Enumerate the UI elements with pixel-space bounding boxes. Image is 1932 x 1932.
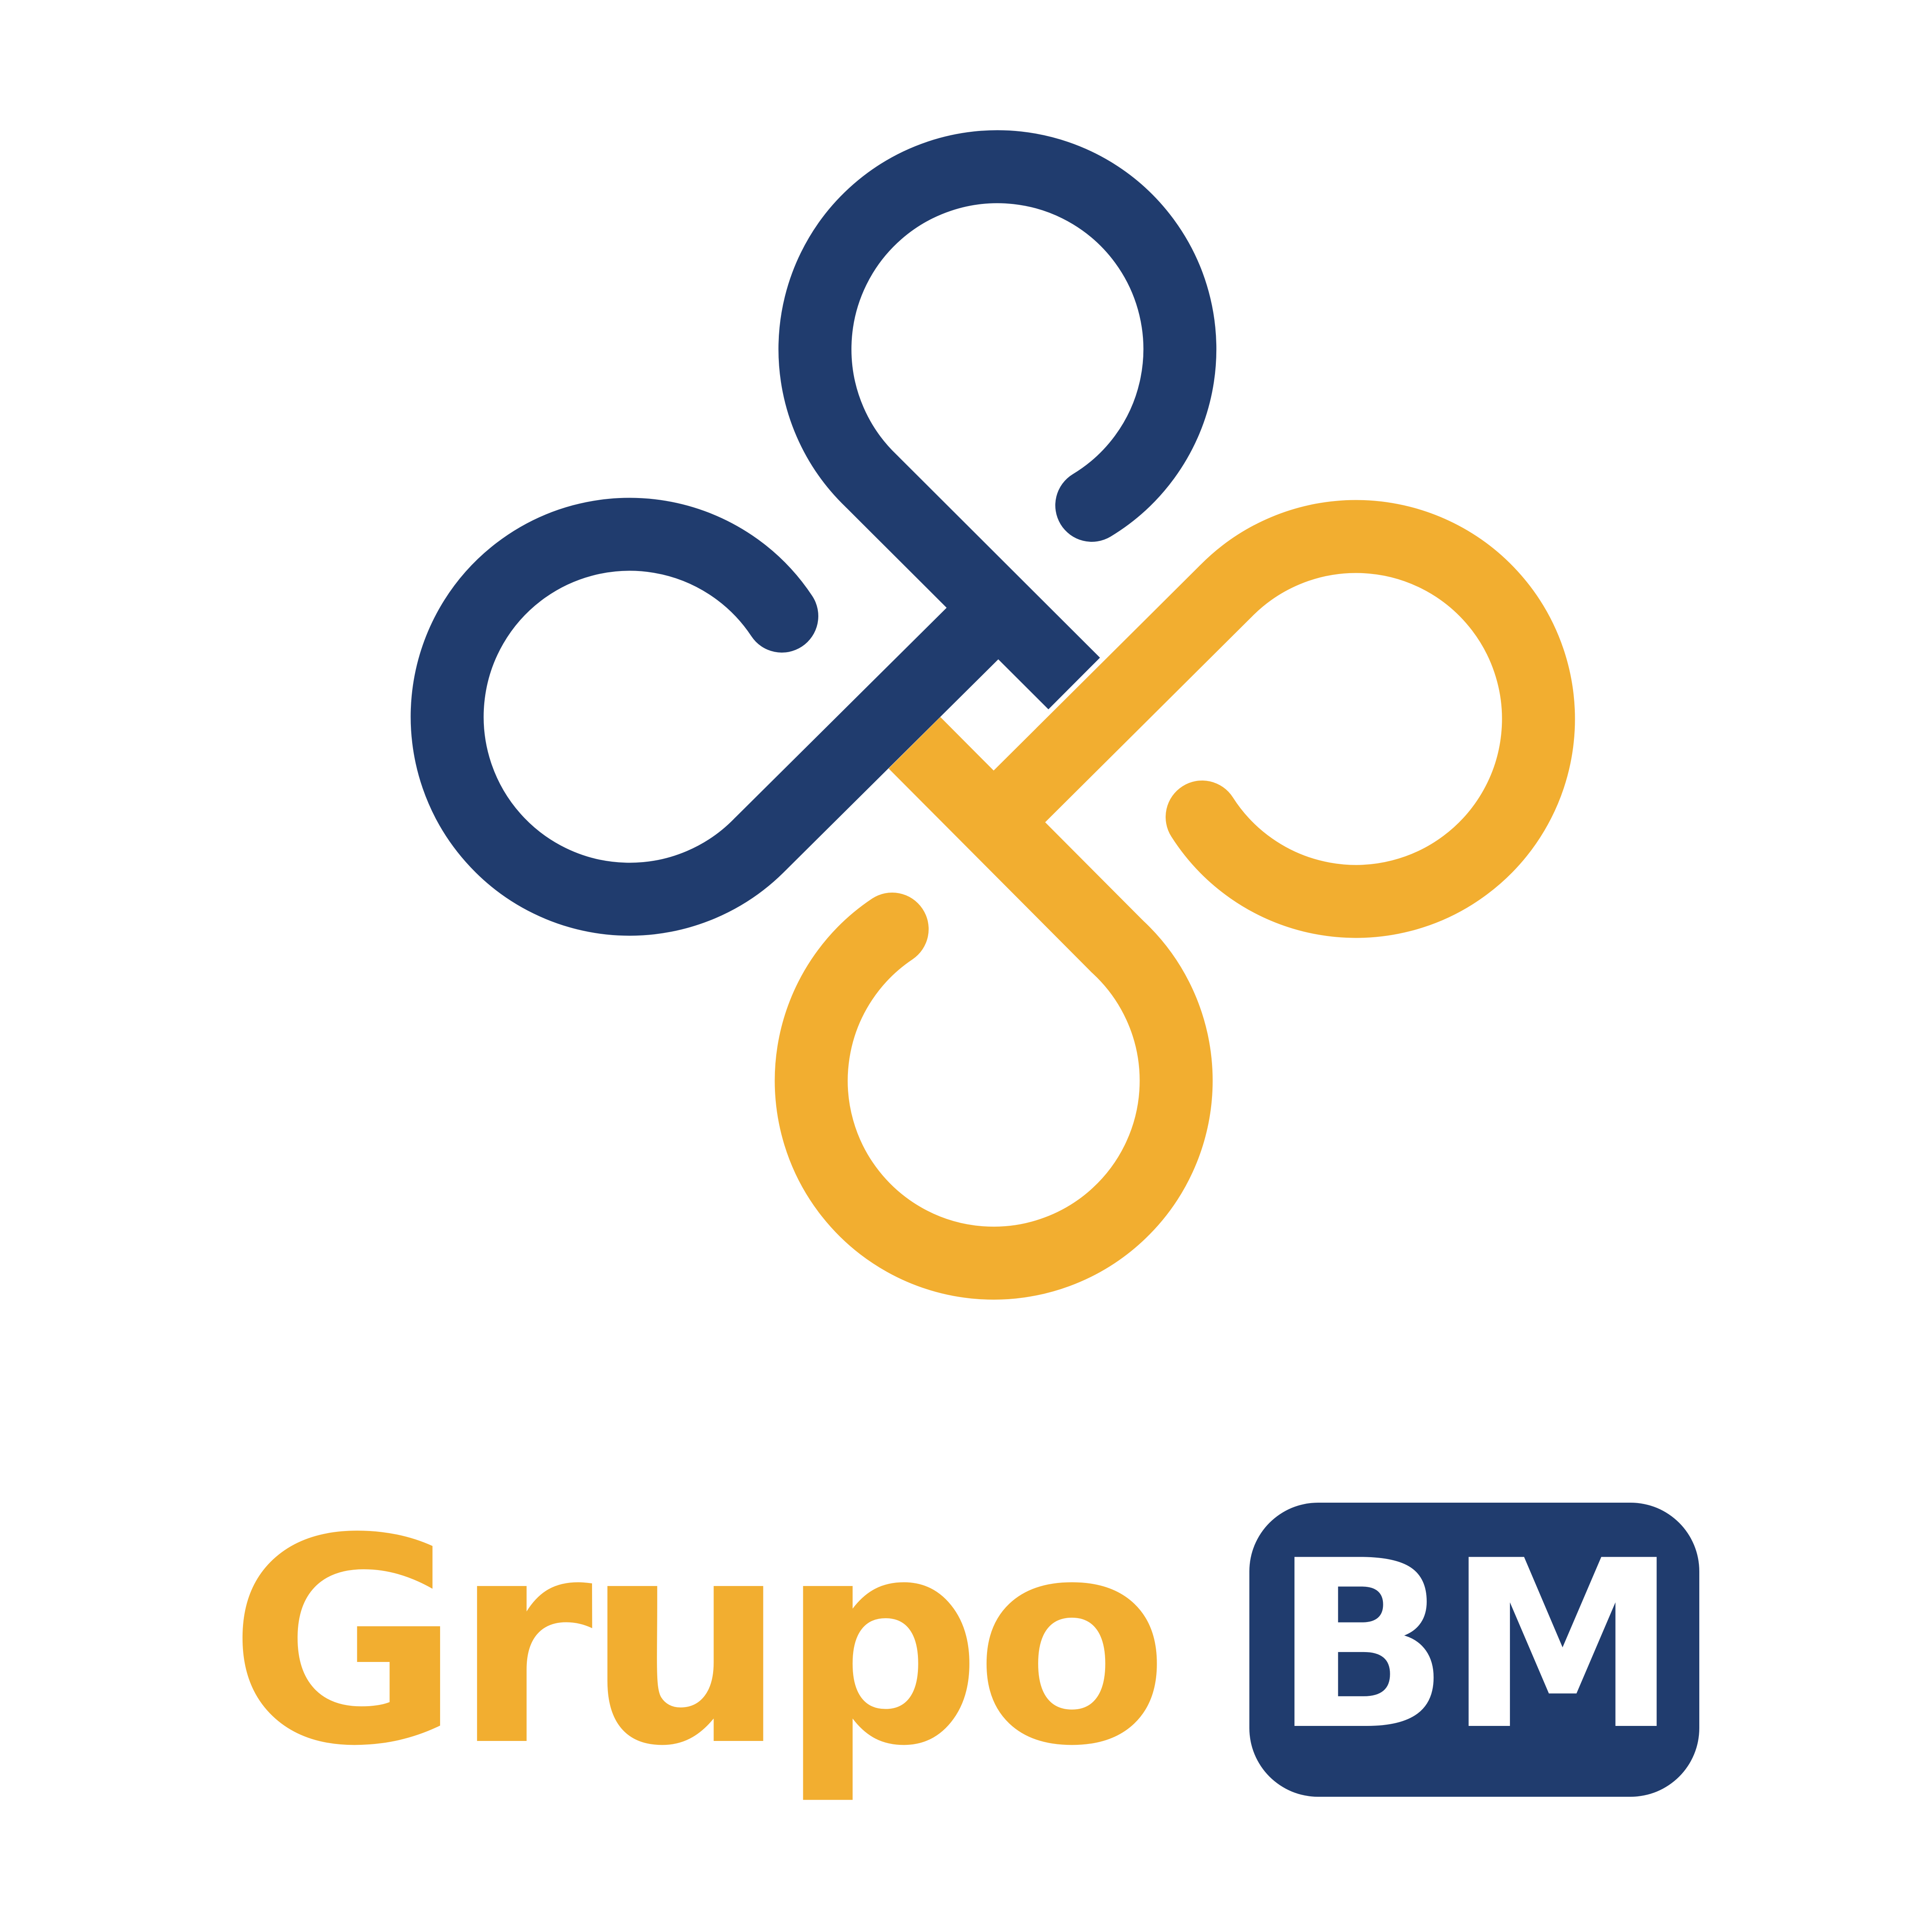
bottom-loop: [775, 893, 1213, 1300]
left-loop: [410, 498, 818, 936]
top-diagonal: [845, 455, 1100, 710]
brand-word: Grupo: [228, 1478, 1161, 1808]
top-loop: [778, 130, 1217, 542]
right-loop: [1166, 500, 1575, 938]
right-diagonal: [966, 565, 1252, 850]
left-diagonal: [734, 588, 1018, 871]
badge-text: BM: [1273, 1511, 1676, 1781]
bottom-diagonal: [888, 717, 1144, 972]
badge: [1249, 1503, 1699, 1797]
